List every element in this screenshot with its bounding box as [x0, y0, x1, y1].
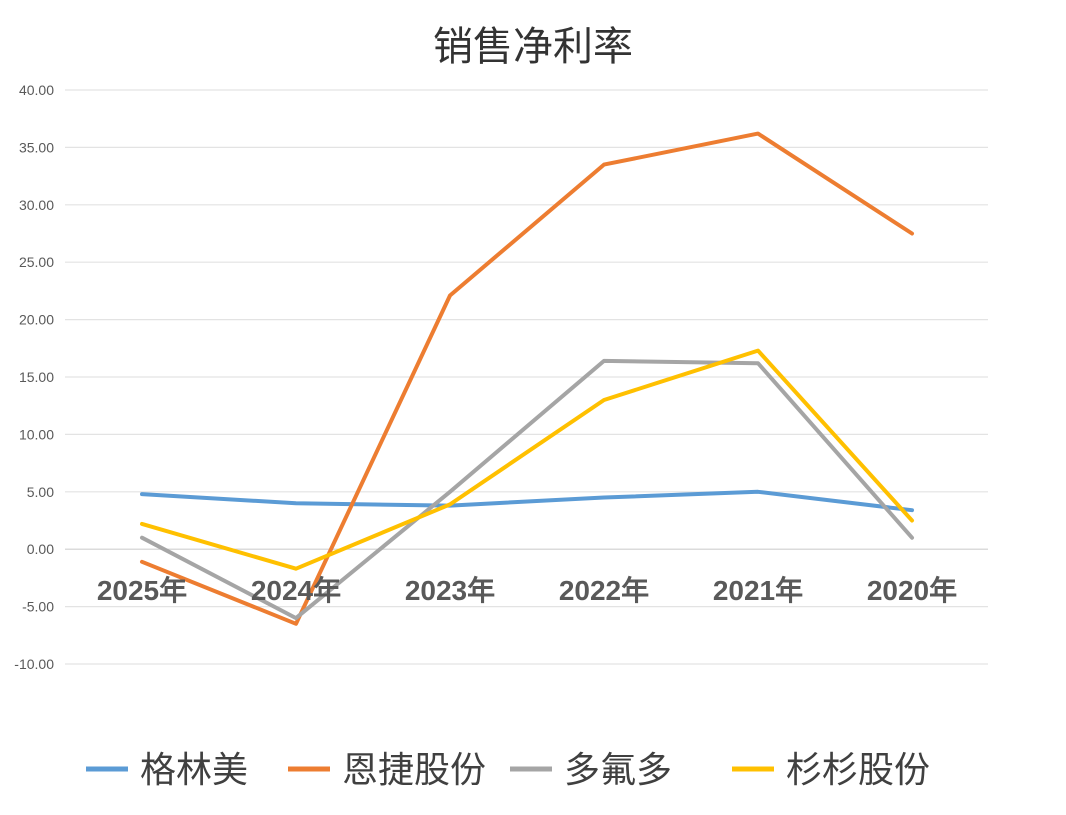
x-tick-label: 2021年 [713, 574, 803, 606]
y-tick-label: -10.00 [14, 656, 54, 672]
y-tick-label: 5.00 [27, 484, 54, 500]
x-tick-label: 2025年 [97, 574, 187, 606]
y-tick-label: 10.00 [19, 426, 54, 442]
y-axis: 40.00 35.00 30.00 25.00 20.00 15.00 10.00 5.00 0… [14, 82, 54, 672]
y-tick-label: 35.00 [19, 139, 54, 155]
legend: 格林美 恩捷股份 多氟多 杉杉股份 [86, 750, 930, 791]
x-tick-label: 2020年 [867, 574, 957, 606]
y-tick-label: 20.00 [19, 312, 54, 328]
x-tick-label: 2024年 [251, 574, 341, 606]
chart-title: 销售净利率 [433, 24, 633, 70]
series-line-3 [140, 348, 914, 571]
legend-label-3: 杉杉股份 [786, 750, 930, 791]
y-tick-label: 15.00 [19, 369, 54, 385]
legend-label-1: 恩捷股份 [342, 750, 486, 791]
series-line-0 [140, 489, 914, 513]
x-axis: 2025年 2024年 2023年 2022年 2021年 2020年 [97, 574, 957, 606]
series-line-2 [140, 358, 914, 621]
gridlines [65, 89, 988, 665]
y-tick-label: -5.00 [22, 599, 54, 615]
y-tick-label: 40.00 [19, 82, 54, 98]
series-line-1 [140, 131, 914, 626]
series-lines [140, 131, 914, 626]
y-tick-label: 30.00 [19, 197, 54, 213]
x-tick-label: 2023年 [405, 574, 495, 606]
legend-label-2: 多氟多 [564, 750, 672, 791]
legend-label-0: 格林美 [140, 750, 248, 791]
y-tick-label: 0.00 [27, 541, 54, 557]
x-tick-label: 2022年 [559, 574, 649, 606]
y-tick-label: 25.00 [19, 254, 54, 270]
